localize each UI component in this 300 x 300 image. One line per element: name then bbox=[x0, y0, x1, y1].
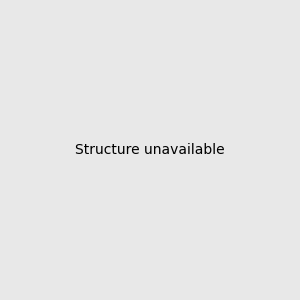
Text: Structure unavailable: Structure unavailable bbox=[75, 143, 225, 157]
